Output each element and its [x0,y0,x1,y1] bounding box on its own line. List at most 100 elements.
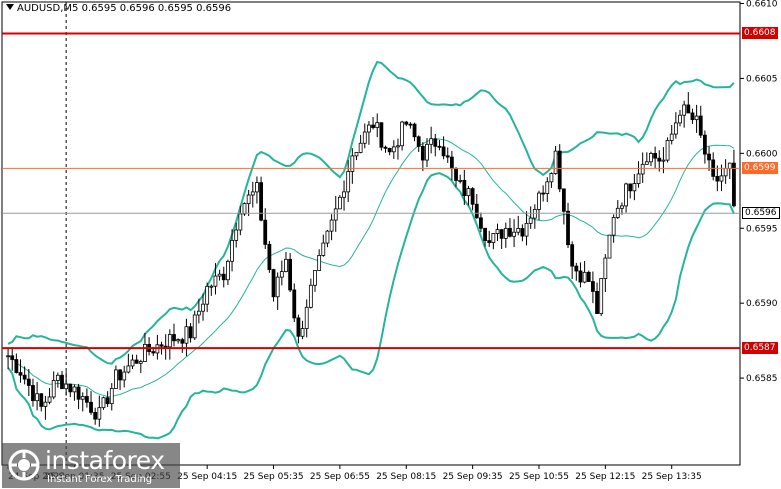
candle-body [93,411,98,420]
candle [595,282,599,314]
candle [317,249,322,271]
candle [97,395,102,427]
candle [470,187,475,211]
candle-body [449,156,454,169]
candle [250,181,255,208]
candle-body [317,255,322,271]
candle-body [114,369,118,389]
candle-body [263,219,268,245]
candle [420,142,425,172]
candle [230,229,234,272]
candle-body [234,229,239,241]
candle-body [64,383,69,390]
candle [719,164,724,192]
candle-body [126,365,131,373]
candle-body [172,334,176,342]
candle-body [60,374,64,390]
candle [275,272,280,310]
candle [105,391,110,408]
watermark-name: instaforex [45,446,165,475]
candle-body [545,181,550,194]
candle-body [176,339,181,342]
candle-body [404,121,409,125]
candle [18,359,23,383]
candle-body [213,275,218,287]
candle [60,371,64,390]
candle [76,383,81,410]
candle [39,393,44,412]
candle-body [503,227,508,239]
candle-body [591,281,595,292]
candle-body [632,183,637,192]
candle [14,353,19,374]
candle-body [375,122,380,128]
candle [653,146,658,169]
candle-body [130,359,135,367]
candle-body [537,192,541,210]
candle [690,108,695,124]
candle [217,269,222,281]
candle-body [300,328,305,337]
dropdown-arrow-icon[interactable] [6,4,14,10]
candle [259,176,263,222]
candle [238,205,243,236]
candle-body [653,153,658,159]
candle [51,371,56,400]
candle [167,329,172,360]
candle-body [226,260,230,281]
candle-body [134,359,139,364]
candle-body [292,289,297,319]
candle-body [55,374,60,381]
candle-body [105,397,110,405]
candle-body [557,150,562,190]
candle [271,268,276,302]
candle [512,219,516,248]
candle-body [682,104,687,116]
candle [479,212,483,233]
watermark-tagline: Instant Forex Trading [47,474,153,485]
candle [483,227,487,247]
x-tick-label: 25 Sep 05:35 [243,472,303,482]
candle [308,278,313,309]
candle-body [570,244,575,267]
candle-body [578,270,583,283]
candle-body [238,213,243,231]
candle [6,348,10,370]
candle-body [445,155,450,158]
candle-body [508,227,512,237]
candle-body [661,159,666,162]
candle [640,152,645,183]
candle-body [39,393,44,407]
candle-body [159,344,164,347]
candle [678,109,682,127]
candle-body [97,407,102,420]
candle [354,152,359,161]
candle [624,182,628,213]
candle-body [611,217,616,236]
symbol-quote: 0.6595 0.6596 0.6595 0.6596 [81,3,232,14]
candle [416,135,421,152]
candle-body [437,145,442,148]
candle [433,133,438,157]
candle [698,105,703,138]
candle [570,241,575,279]
candle [47,388,52,405]
candle [64,371,69,396]
candle-body [267,243,272,270]
candle [387,147,392,156]
candle [607,234,612,259]
candle [383,145,388,153]
candle [26,368,31,397]
instaforex-logo-icon [8,449,40,481]
candle-body [416,136,421,147]
candle-body [582,271,587,283]
candle-body [487,240,492,243]
candle-body [192,314,197,339]
candle-body [669,133,674,141]
candle [213,263,218,295]
candle [396,138,400,160]
candle-body [184,326,189,344]
candle [665,137,670,163]
